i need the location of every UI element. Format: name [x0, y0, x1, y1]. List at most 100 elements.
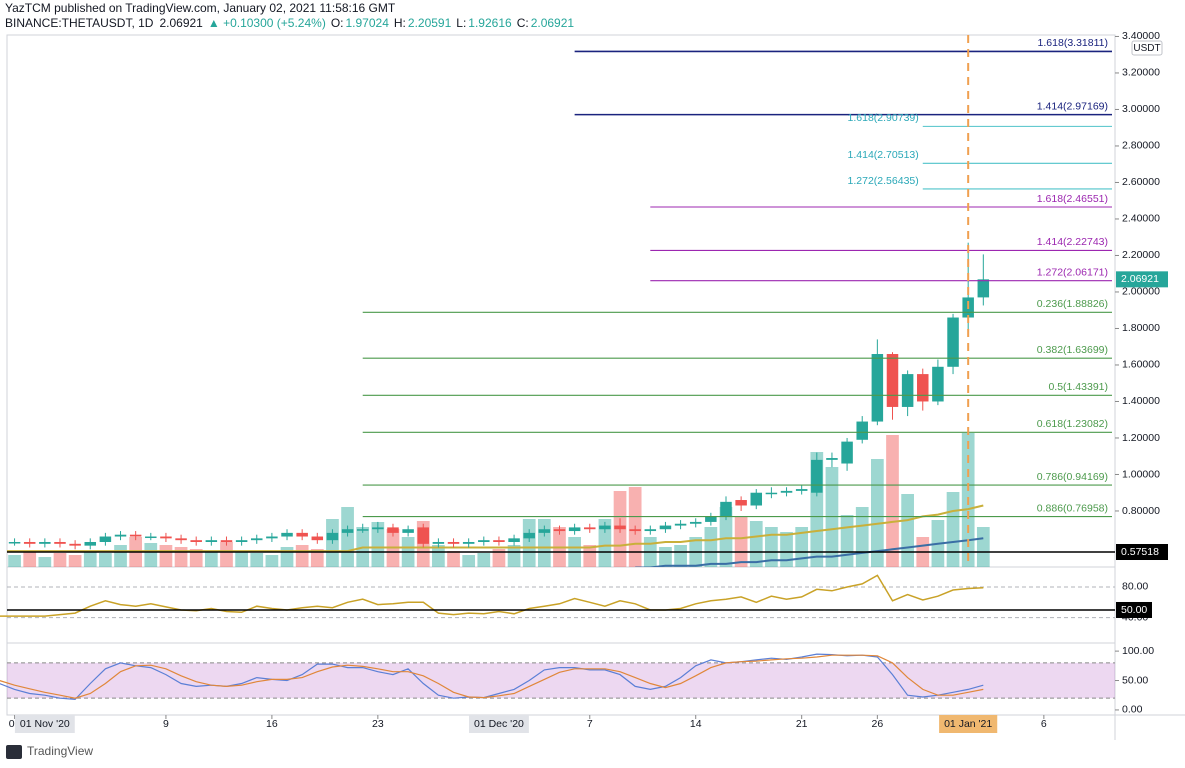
fib-label: 0.382(1.63699): [1037, 344, 1108, 356]
x-tick-label: 01: [9, 718, 21, 730]
candle-body: [39, 541, 51, 544]
candle-body: [599, 525, 611, 530]
candle-body: [417, 527, 430, 544]
y-tick-label: 1.00000: [1122, 468, 1160, 480]
candle-body: [538, 529, 551, 533]
y-tick-label: 1.80000: [1122, 322, 1160, 334]
ohlc-value: 1.97024: [346, 16, 390, 30]
candle-body: [856, 421, 868, 440]
volume-bar: [462, 555, 476, 567]
candle-body: [917, 374, 929, 402]
candle-body: [99, 536, 112, 542]
x-tick-label: 23: [372, 718, 384, 730]
fib-label: 1.618(2.46551): [1037, 193, 1108, 205]
y-tick-label: 3.00000: [1122, 103, 1160, 115]
candle-body: [8, 541, 21, 544]
price-box-label: 0.57518: [1121, 546, 1159, 558]
candle-body: [765, 492, 778, 495]
volume-bar: [250, 553, 264, 567]
volume-bar: [265, 555, 279, 567]
volume-bar: [583, 545, 597, 567]
volume-bar: [870, 459, 884, 567]
volume-bar: [795, 527, 809, 567]
main-pane: [7, 242, 990, 567]
stoch-tick-label: 50.00: [1122, 674, 1148, 686]
candle-body: [372, 527, 384, 530]
candle-body: [947, 317, 959, 367]
candle-body: [629, 529, 641, 532]
rsi-level-label: 50.00: [1121, 604, 1147, 616]
volume-bar: [765, 527, 778, 567]
volume-bar: [341, 507, 354, 567]
y-tick-label: 1.40000: [1122, 395, 1160, 407]
candle-body: [432, 541, 445, 544]
x-tick-label: 01 Nov '20: [20, 718, 70, 730]
volume-bar: [432, 545, 445, 567]
candle-body: [720, 501, 732, 517]
ohlc-value: 1.92616: [468, 16, 512, 30]
candle-body: [659, 525, 672, 530]
candle-body: [478, 540, 490, 542]
candle-body: [780, 490, 793, 493]
candle-body: [160, 536, 172, 539]
volume-bar: [53, 553, 67, 567]
volume-bar: [23, 552, 37, 567]
rsi-tick-label: 80.00: [1122, 581, 1148, 593]
candle-body: [811, 459, 823, 493]
brand: TradingView: [27, 744, 93, 758]
candle-body: [750, 492, 763, 506]
footer: TradingView: [6, 744, 93, 759]
volume-bar: [674, 545, 687, 567]
candle-body: [932, 366, 944, 402]
x-tick-label: 14: [690, 718, 702, 730]
moving-average: [635, 537, 984, 567]
stoch-tick-label: 100.00: [1122, 645, 1154, 657]
candle-body: [341, 529, 354, 533]
price-change: ▲ +0.10300 (+5.24%): [208, 16, 326, 30]
volume-bar: [598, 519, 612, 567]
fib-label: 0.236(1.88826): [1037, 298, 1108, 310]
candle-body: [795, 489, 808, 491]
logo-icon: [6, 745, 22, 759]
volume-bar: [8, 555, 21, 567]
candle-body: [311, 536, 324, 541]
candle-body: [584, 527, 596, 530]
volume-bar: [189, 549, 203, 567]
candle-body: [402, 529, 414, 533]
candle-body: [447, 541, 460, 544]
candle-body: [553, 529, 566, 532]
x-tick-label: 01 Jan '21: [944, 718, 992, 730]
volume-bar: [507, 545, 521, 567]
candle-body: [23, 541, 36, 544]
volume-bar: [114, 545, 127, 567]
candle-body: [296, 532, 308, 537]
price-box: [1116, 544, 1168, 561]
fib-label: 1.272(2.06171): [1037, 266, 1108, 278]
fib-label: 1.272(2.56435): [848, 175, 919, 187]
candle-body: [145, 536, 157, 539]
currency-box: [1131, 40, 1163, 56]
volume-bar: [780, 532, 793, 567]
volume-bar: [886, 435, 899, 567]
volume-bar: [522, 519, 536, 567]
candle-body: [977, 279, 990, 298]
x-tick-box: [469, 715, 529, 733]
fib-label: 1.618(2.90739): [848, 112, 919, 124]
fib-label: 1.414(2.70513): [848, 149, 919, 161]
fib-label: 0.886(0.76958): [1037, 502, 1108, 514]
fib-label: 1.618(3.31811): [1038, 37, 1108, 49]
volume-bar: [310, 549, 324, 567]
candle-body: [462, 541, 475, 544]
candle-body: [69, 543, 81, 546]
x-tick-label: 26: [872, 718, 884, 730]
header: YazTCM published on TradingView.com, Jan…: [5, 1, 574, 30]
candle-body: [644, 529, 657, 532]
candle-body: [220, 540, 233, 542]
x-tick-label: 7: [587, 718, 593, 730]
stoch-line: [0, 653, 984, 701]
candle-body: [114, 534, 127, 537]
volume-bar: [901, 494, 914, 567]
volume-bar: [295, 545, 309, 567]
